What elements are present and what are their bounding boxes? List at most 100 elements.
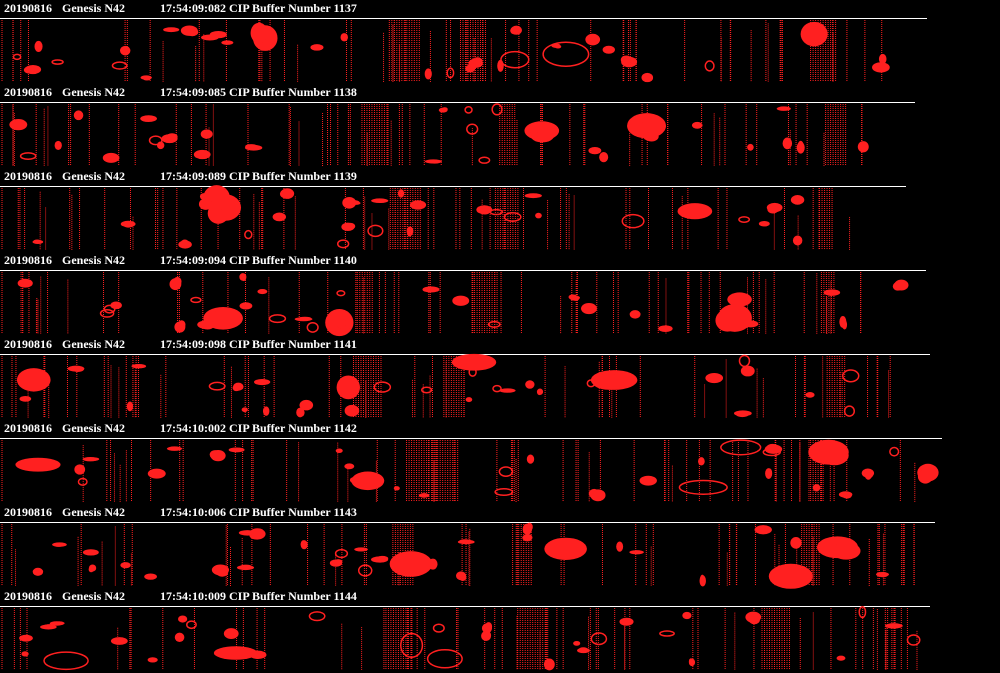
buffer-strip: 20190816 Genesis N42 17:54:10:009 CIP Buff… <box>0 589 930 671</box>
particle <box>699 458 704 466</box>
particle <box>743 367 753 376</box>
particle <box>581 302 597 315</box>
particle <box>299 408 305 417</box>
particle-ring <box>858 605 867 619</box>
particle <box>525 380 535 389</box>
strip-date: 20190816 <box>4 505 52 519</box>
particle <box>33 239 41 243</box>
particle-ring <box>432 623 445 633</box>
particle <box>497 59 504 72</box>
particle <box>102 152 120 163</box>
particle-ring <box>336 290 346 297</box>
particle <box>72 367 84 372</box>
particle-ring <box>12 53 22 61</box>
particle-ring <box>500 50 530 69</box>
particle <box>620 55 632 65</box>
strip-platform: Genesis N42 <box>62 85 125 99</box>
particle <box>216 568 229 577</box>
particle-ring <box>843 405 856 417</box>
particle <box>616 541 624 552</box>
particle <box>748 145 753 151</box>
particle-image <box>1 439 939 502</box>
particle <box>499 388 516 393</box>
strip-platform: Genesis N42 <box>62 253 125 267</box>
particle <box>344 404 360 417</box>
particle <box>510 26 519 35</box>
particle <box>451 353 497 371</box>
particle <box>428 558 438 570</box>
particle <box>186 27 199 37</box>
particle <box>345 463 353 469</box>
particle <box>22 368 47 388</box>
particle <box>639 475 657 486</box>
buffer-strip: 20190816 Genesis N42 17:54:10:002 CIP Buff… <box>0 421 942 502</box>
particle <box>208 310 237 329</box>
particle-ring <box>542 41 590 67</box>
particle-ring <box>478 156 491 164</box>
particle <box>761 221 769 227</box>
particle <box>736 412 749 418</box>
particle <box>158 142 164 149</box>
particle <box>142 76 151 81</box>
strip-title: 17:54:09:082 CIP Buffer Number 1137 <box>160 1 357 15</box>
particle <box>272 212 287 222</box>
strip-date: 20190816 <box>4 169 52 183</box>
particle <box>257 288 268 295</box>
particle-ring <box>308 611 326 622</box>
particle-ring <box>621 213 645 229</box>
particle <box>459 539 471 543</box>
particle-image <box>1 353 891 418</box>
particle-ring <box>367 224 384 238</box>
strip-title: 17:54:10:006 CIP Buffer Number 1143 <box>160 505 357 519</box>
buffer-strip: 20190816 Genesis N42 17:54:09:089 CIP Buff… <box>0 169 906 250</box>
particle-ring <box>51 59 64 65</box>
particle <box>168 446 180 451</box>
particle <box>629 310 641 319</box>
particle <box>120 562 131 569</box>
particle <box>715 309 740 332</box>
particle <box>452 295 470 306</box>
particle-ring <box>77 477 88 486</box>
particle <box>619 617 634 626</box>
particle <box>239 302 253 310</box>
particle <box>544 537 587 561</box>
particle-ring <box>446 67 455 79</box>
strip-platform: Genesis N42 <box>62 169 125 183</box>
particle <box>459 573 467 582</box>
particle <box>573 640 581 646</box>
particle <box>782 137 793 150</box>
particle <box>878 53 887 65</box>
particle <box>842 493 852 499</box>
particle <box>797 140 804 151</box>
particle <box>820 445 849 466</box>
particle-ring <box>889 446 900 457</box>
particle <box>209 30 227 39</box>
particle <box>705 373 724 384</box>
particle <box>120 45 131 56</box>
particle <box>376 555 389 561</box>
particle-ring <box>357 564 373 577</box>
buffer-strip: 20190816 Genesis N42 17:54:09:082 CIP Buff… <box>0 1 927 83</box>
particle-ring <box>208 381 226 391</box>
particle <box>193 149 211 160</box>
particle <box>748 615 760 625</box>
strip-date: 20190816 <box>4 337 52 351</box>
particle-ring <box>586 379 596 388</box>
particle-ring <box>464 105 473 114</box>
particle-image <box>1 272 909 337</box>
particle <box>349 477 357 483</box>
particle <box>19 395 32 402</box>
particle <box>279 189 290 199</box>
particle-ring <box>306 321 319 333</box>
particle <box>872 62 890 73</box>
strip-date: 20190816 <box>4 1 52 15</box>
particle-ring <box>704 60 715 72</box>
particle-ring <box>421 386 433 394</box>
particle-ring <box>678 479 728 495</box>
particle <box>831 542 861 560</box>
particle <box>123 222 134 228</box>
particle <box>800 21 828 47</box>
particle <box>643 132 654 141</box>
